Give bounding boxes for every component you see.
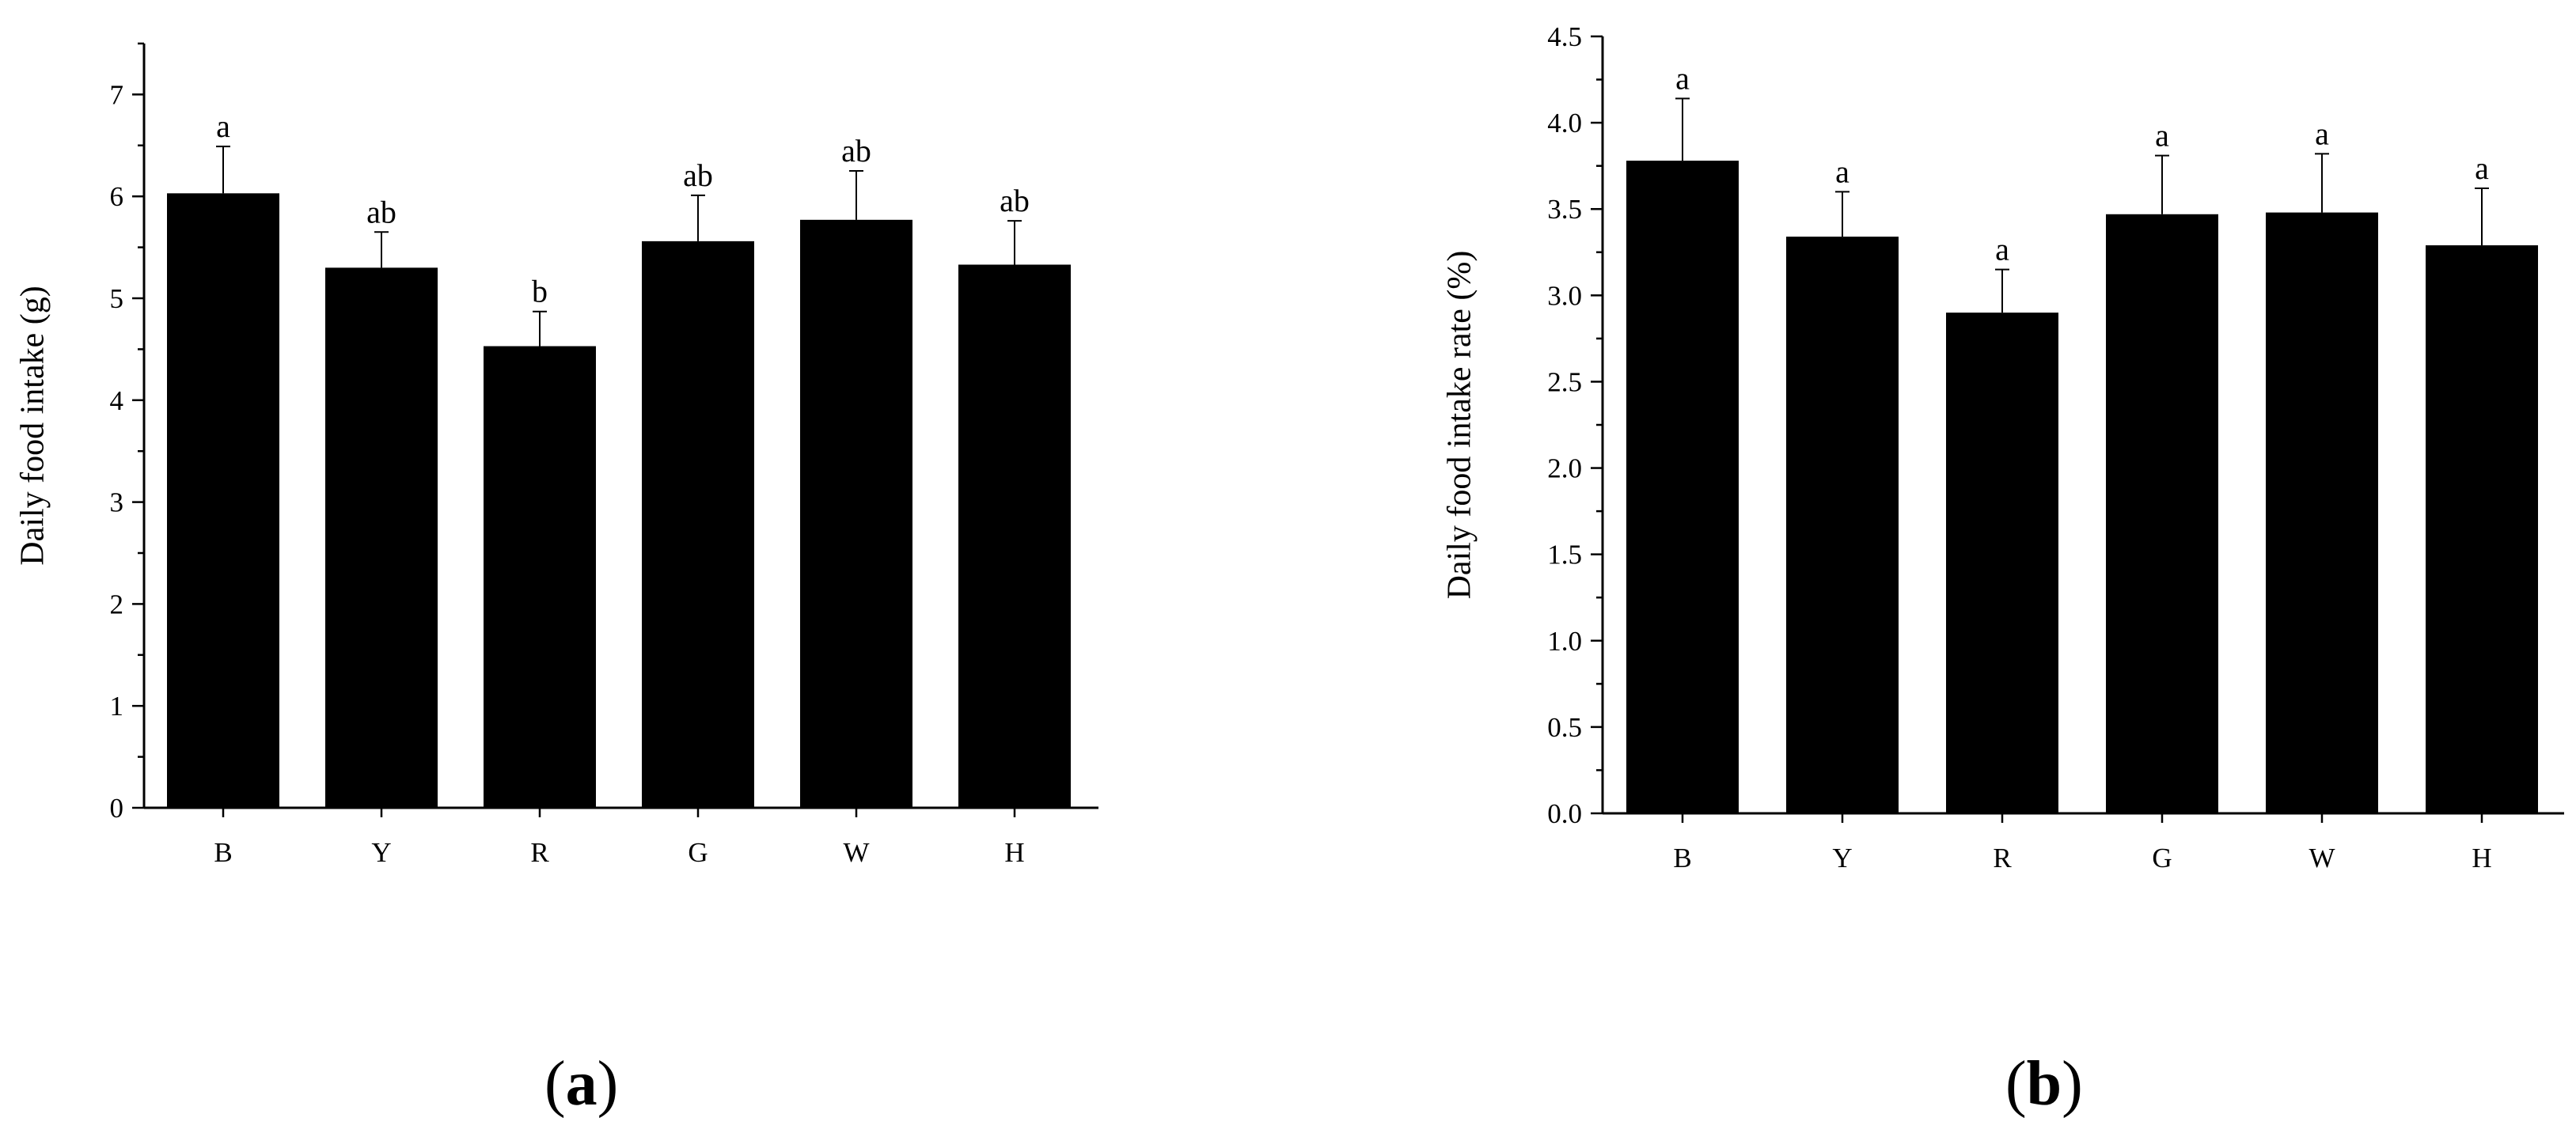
- significance-label-G: a: [2155, 118, 2169, 153]
- significance-label-R: a: [1995, 232, 2009, 267]
- bar-R: [1946, 313, 2058, 814]
- significance-label-H: a: [2475, 150, 2489, 186]
- y-axis-label: Daily food intake (g): [15, 286, 51, 565]
- y-tick-label: 4.0: [1547, 108, 1582, 138]
- bar-B: [1626, 161, 1739, 813]
- y-tick-label: 1: [110, 691, 124, 722]
- significance-label-G: ab: [683, 157, 713, 193]
- bar-W: [800, 219, 912, 809]
- x-tick-label-R: R: [1993, 843, 2012, 873]
- x-tick-label-Y: Y: [1832, 843, 1852, 873]
- significance-label-R: b: [532, 274, 548, 309]
- x-tick-label-R: R: [530, 837, 549, 868]
- y-tick-label: 3: [110, 487, 124, 518]
- x-tick-label-B: B: [1673, 843, 1691, 873]
- y-tick-label: 0.5: [1547, 712, 1582, 743]
- bar-G: [2106, 214, 2218, 813]
- significance-label-W: ab: [841, 133, 871, 169]
- significance-label-B: a: [1675, 61, 1690, 97]
- x-tick-label-H: H: [1004, 837, 1024, 868]
- significance-label-H: ab: [1000, 183, 1030, 218]
- x-tick-label-G: G: [2152, 843, 2172, 873]
- y-axis-label: Daily food intake rate (%): [1442, 251, 1478, 600]
- y-tick-label: 5: [110, 283, 124, 314]
- bar-R: [484, 346, 596, 808]
- x-tick-label-G: G: [688, 837, 708, 868]
- bar-H: [958, 264, 1071, 809]
- y-tick-label: 0.0: [1547, 798, 1582, 829]
- significance-label-W: a: [2315, 116, 2329, 151]
- y-tick-label: 3.0: [1547, 280, 1582, 311]
- y-tick-label: 7: [110, 79, 124, 110]
- bar-Y: [325, 267, 438, 808]
- chart-a: 0 1 2 3 4 5 6 7 Daily food intake (g) a Bab Yb Rab Ga…: [15, 42, 1098, 868]
- bar-H: [2426, 245, 2538, 813]
- x-tick-label-B: B: [214, 837, 232, 868]
- significance-label-Y: a: [1835, 153, 1849, 189]
- x-tick-label-Y: Y: [371, 837, 391, 868]
- x-tick-label-W: W: [843, 837, 869, 868]
- y-tick-label: 4: [110, 385, 124, 416]
- x-tick-label-W: W: [2309, 843, 2335, 873]
- significance-label-Y: ab: [366, 194, 396, 229]
- y-tick-label: 1.5: [1547, 540, 1582, 570]
- bar-Y: [1786, 237, 1899, 813]
- x-tick-label-H: H: [2472, 843, 2491, 873]
- bar-B: [167, 193, 279, 808]
- chart-b: 0.0 0.5 1.0 1.5 2.0 2.5 3.0 3.5 4.0 4.5 Daily food…: [1442, 21, 2564, 873]
- y-tick-label: 6: [110, 181, 124, 212]
- significance-label-B: a: [216, 108, 230, 144]
- panel-label-b: (b): [2005, 1049, 2083, 1119]
- panel-label-a: (a): [544, 1049, 619, 1119]
- y-tick-label: 4.5: [1547, 21, 1582, 52]
- bar-G: [642, 241, 754, 808]
- y-tick-label: 2.0: [1547, 453, 1582, 484]
- y-tick-label: 2.5: [1547, 366, 1582, 397]
- y-tick-label: 2: [110, 589, 124, 619]
- bar-W: [2266, 212, 2378, 813]
- y-tick-label: 1.0: [1547, 626, 1582, 657]
- y-tick-label: 0: [110, 793, 124, 824]
- y-tick-label: 3.5: [1547, 194, 1582, 225]
